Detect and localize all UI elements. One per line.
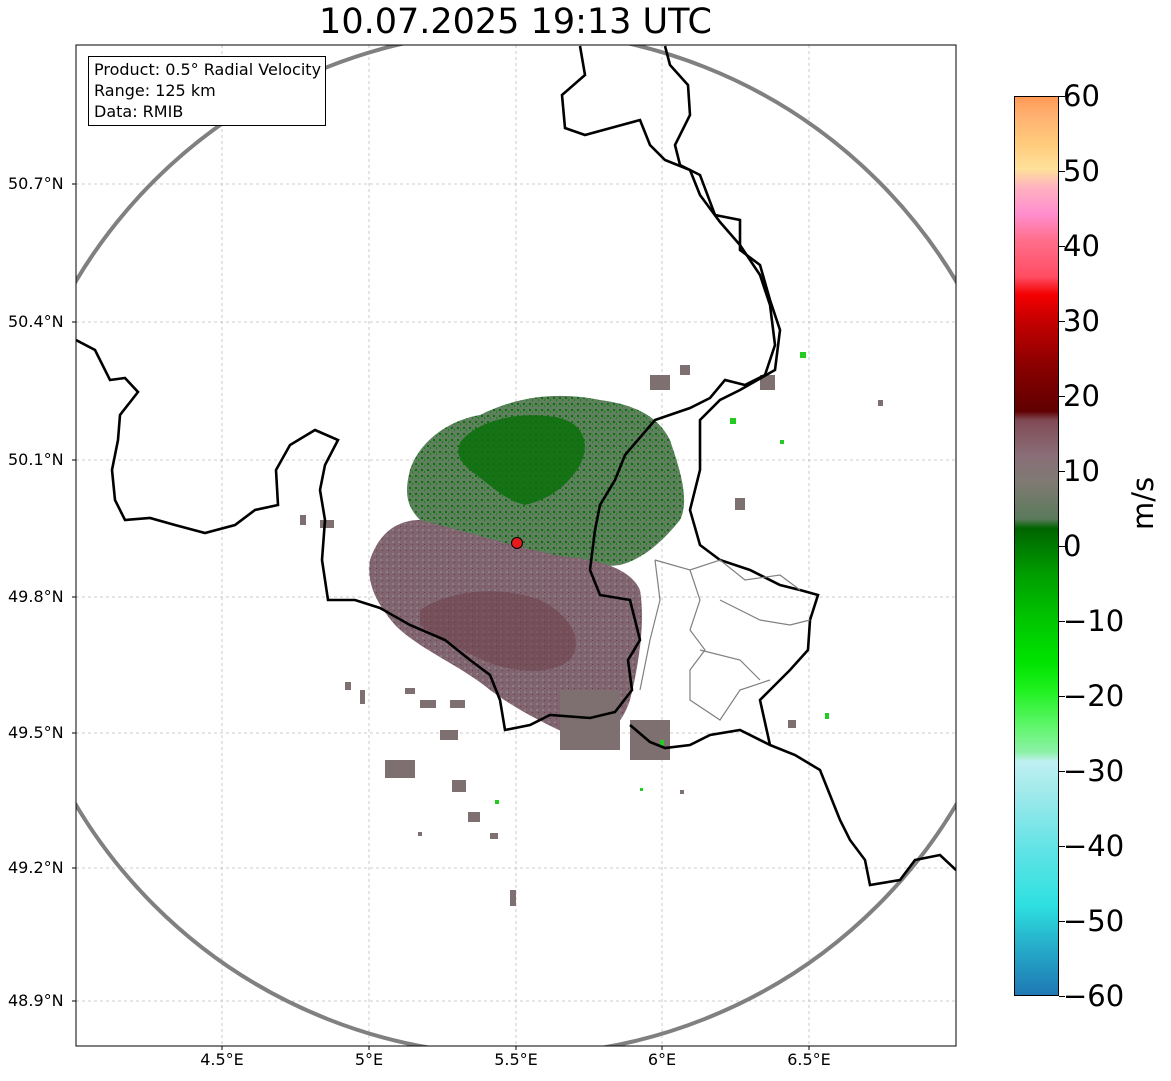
colorbar-tick-label: 60: [1063, 79, 1100, 113]
colorbar-tick-mark: [1059, 171, 1065, 172]
lat-label: 48.9°N: [8, 991, 64, 1010]
colorbar-tick-label: −20: [1063, 679, 1125, 713]
colorbar-tick-mark: [1059, 996, 1065, 997]
scattered-echoes: [300, 365, 883, 906]
colorbar-tick-label: 40: [1063, 229, 1100, 263]
lon-label: 6°E: [647, 1050, 677, 1069]
colorbar-tick-label: 20: [1063, 379, 1100, 413]
range-label: Range: 125 km: [94, 81, 216, 100]
colorbar-tick-label: 30: [1063, 304, 1100, 338]
lat-label: 50.7°N: [8, 174, 64, 193]
lon-label: 5.5°E: [494, 1050, 538, 1069]
colorbar-tick-mark: [1059, 471, 1065, 472]
country-border-3: [629, 724, 771, 750]
lat-label: 49.2°N: [8, 858, 64, 877]
colorbar-tick-label: −30: [1063, 754, 1125, 788]
colorbar-tick-mark: [1059, 846, 1065, 847]
colorbar-tick-mark: [1059, 321, 1065, 322]
lat-label: 49.5°N: [8, 723, 64, 742]
colorbar-tick-mark: [1059, 921, 1065, 922]
map-title: 10.07.2025 19:13 UTC: [319, 2, 712, 42]
lat-label: 50.4°N: [8, 312, 64, 331]
region-borders: [639, 559, 811, 721]
lat-label: 49.8°N: [8, 587, 64, 606]
axis-ticks: [72, 183, 810, 1050]
velocity-echo-receding-core: [420, 591, 576, 671]
colorbar-tick-mark: [1059, 396, 1065, 397]
velocity-echo-approaching-core: [458, 415, 585, 505]
scattered-echoes-green: [495, 352, 829, 804]
colorbar-tick-mark: [1059, 621, 1065, 622]
product-label: Product: 0.5° Radial Velocity: [94, 60, 322, 79]
colorbar-tick-mark: [1059, 246, 1065, 247]
colorbar-tick-label: −10: [1063, 604, 1125, 638]
colorbar-tick-mark: [1059, 546, 1065, 547]
country-border-2: [663, 45, 956, 887]
colorbar-tick-label: 10: [1063, 454, 1100, 488]
radar-site-marker: [511, 537, 523, 549]
colorbar-tick-label: 50: [1063, 154, 1100, 188]
colorbar-tick-label: −60: [1063, 979, 1125, 1013]
country-border: [76, 45, 777, 732]
colorbar-tick-mark: [1059, 96, 1065, 97]
lat-label: 50.1°N: [8, 450, 64, 469]
colorbar-tick-label: 0: [1063, 529, 1082, 563]
lon-label: 6.5°E: [787, 1050, 831, 1069]
colorbar: [1014, 96, 1059, 996]
lon-label: 4.5°E: [200, 1050, 244, 1069]
lon-label: 5°E: [354, 1050, 384, 1069]
colorbar-unit-label: m/s: [1126, 476, 1160, 530]
product-info-box: Product: 0.5° Radial Velocity Range: 125…: [88, 56, 327, 126]
colorbar-tick-label: −50: [1063, 904, 1125, 938]
colorbar-tick-label: −40: [1063, 829, 1125, 863]
data-source-label: Data: RMIB: [94, 102, 184, 121]
colorbar-tick-mark: [1059, 771, 1065, 772]
colorbar-tick-mark: [1059, 696, 1065, 697]
